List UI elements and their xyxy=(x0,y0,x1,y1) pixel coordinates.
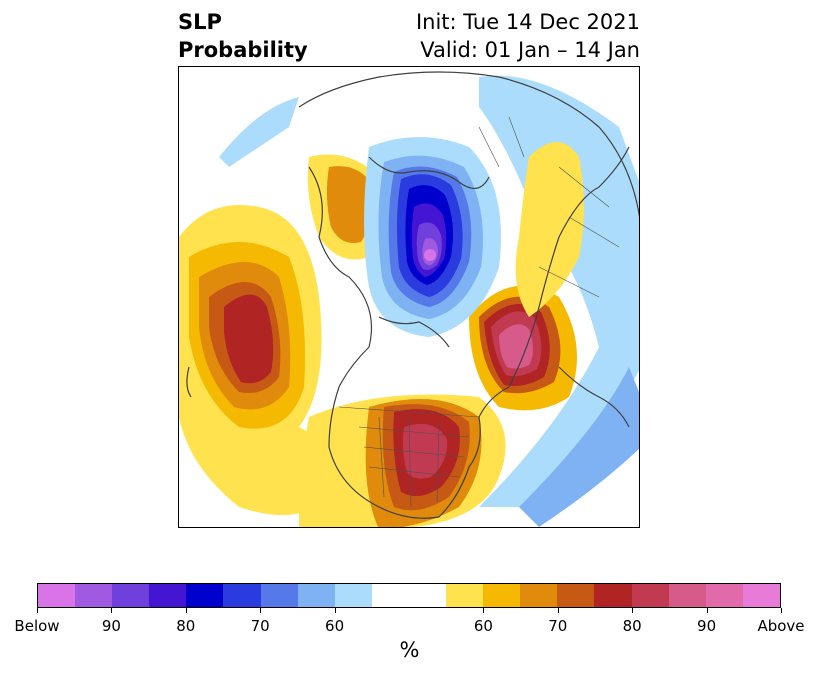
colorbar-segment xyxy=(38,584,76,607)
colorbar-tick-mark xyxy=(632,608,634,613)
colorbar-tick-label: 70 xyxy=(250,617,270,635)
colorbar-segment xyxy=(668,584,706,607)
map-title-left: SLP Probability xyxy=(178,8,308,64)
colorbar-tick-mark xyxy=(781,608,782,613)
colorbar-segment xyxy=(408,584,447,607)
colorbar-segment xyxy=(149,584,187,607)
above-normal-region-namerica-85 xyxy=(403,423,448,479)
colorbar-tick-mark xyxy=(334,608,336,613)
colorbar-tick-label: 90 xyxy=(101,617,121,635)
coastlines xyxy=(186,71,639,519)
colorbar-tick-mark xyxy=(185,608,187,613)
above-normal-region-alaska-70 xyxy=(326,166,375,243)
above-normal-region-pacific-80 xyxy=(224,294,274,384)
colorbar-tick-mark xyxy=(37,608,38,613)
polar-map xyxy=(178,66,640,528)
colorbar-tick-mark xyxy=(483,608,485,613)
colorbar-tick-label: 80 xyxy=(622,617,642,635)
colorbar-tick-label: 60 xyxy=(473,617,493,635)
colorbar-segment xyxy=(557,584,595,607)
colorbar-tick-mark xyxy=(706,608,708,613)
below-normal-region-arctic-max xyxy=(424,249,436,261)
colorbar-segment xyxy=(297,584,335,607)
below-normal-region-europe xyxy=(479,75,639,507)
colorbar-segment xyxy=(705,584,743,607)
colorbar-segment xyxy=(742,584,780,607)
above-normal-region-atlantic-90 xyxy=(499,324,533,369)
colorbar-segment xyxy=(75,584,113,607)
colorbar-unit-label: % xyxy=(399,638,420,662)
below-normal-region-atlantic xyxy=(519,367,639,527)
title-variable: SLP xyxy=(178,10,222,34)
above-normal-region-asia xyxy=(515,142,584,317)
below-normal-region-pacific xyxy=(219,97,299,167)
colorbar-tick-mark xyxy=(557,608,559,613)
colorbar-tick-label: 80 xyxy=(176,617,196,635)
colorbar-tick-label: Below xyxy=(14,617,60,635)
colorbar-segment xyxy=(483,584,521,607)
colorbar-segment xyxy=(186,584,224,607)
colorbar-segment xyxy=(520,584,558,607)
colorbar-tick-mark xyxy=(111,608,113,613)
colorbar-tick-label: 90 xyxy=(697,617,717,635)
colorbar-tick-label: 60 xyxy=(325,617,345,635)
colorbar-tick-mark xyxy=(260,608,262,613)
probability-map-svg xyxy=(179,71,639,527)
colorbar-segment xyxy=(223,584,261,607)
colorbar-segment xyxy=(446,584,484,607)
colorbar-tick-label: Above xyxy=(757,617,805,635)
colorbar-segment xyxy=(260,584,298,607)
colorbar-segment xyxy=(371,584,409,607)
map-title-right: Init: Tue 14 Dec 2021 Valid: 01 Jan – 14… xyxy=(416,8,640,64)
title-type: Probability xyxy=(178,38,308,62)
init-date: Init: Tue 14 Dec 2021 xyxy=(415,10,640,34)
country-borders xyxy=(338,116,620,508)
colorbar-tick-label: 70 xyxy=(548,617,568,635)
colorbar-segment xyxy=(631,584,669,607)
colorbar-segment xyxy=(112,584,150,607)
colorbar-segment xyxy=(594,584,632,607)
colorbar-segment xyxy=(334,584,372,607)
valid-range: Valid: 01 Jan – 14 Jan xyxy=(420,38,640,62)
probability-colorbar xyxy=(37,583,781,608)
